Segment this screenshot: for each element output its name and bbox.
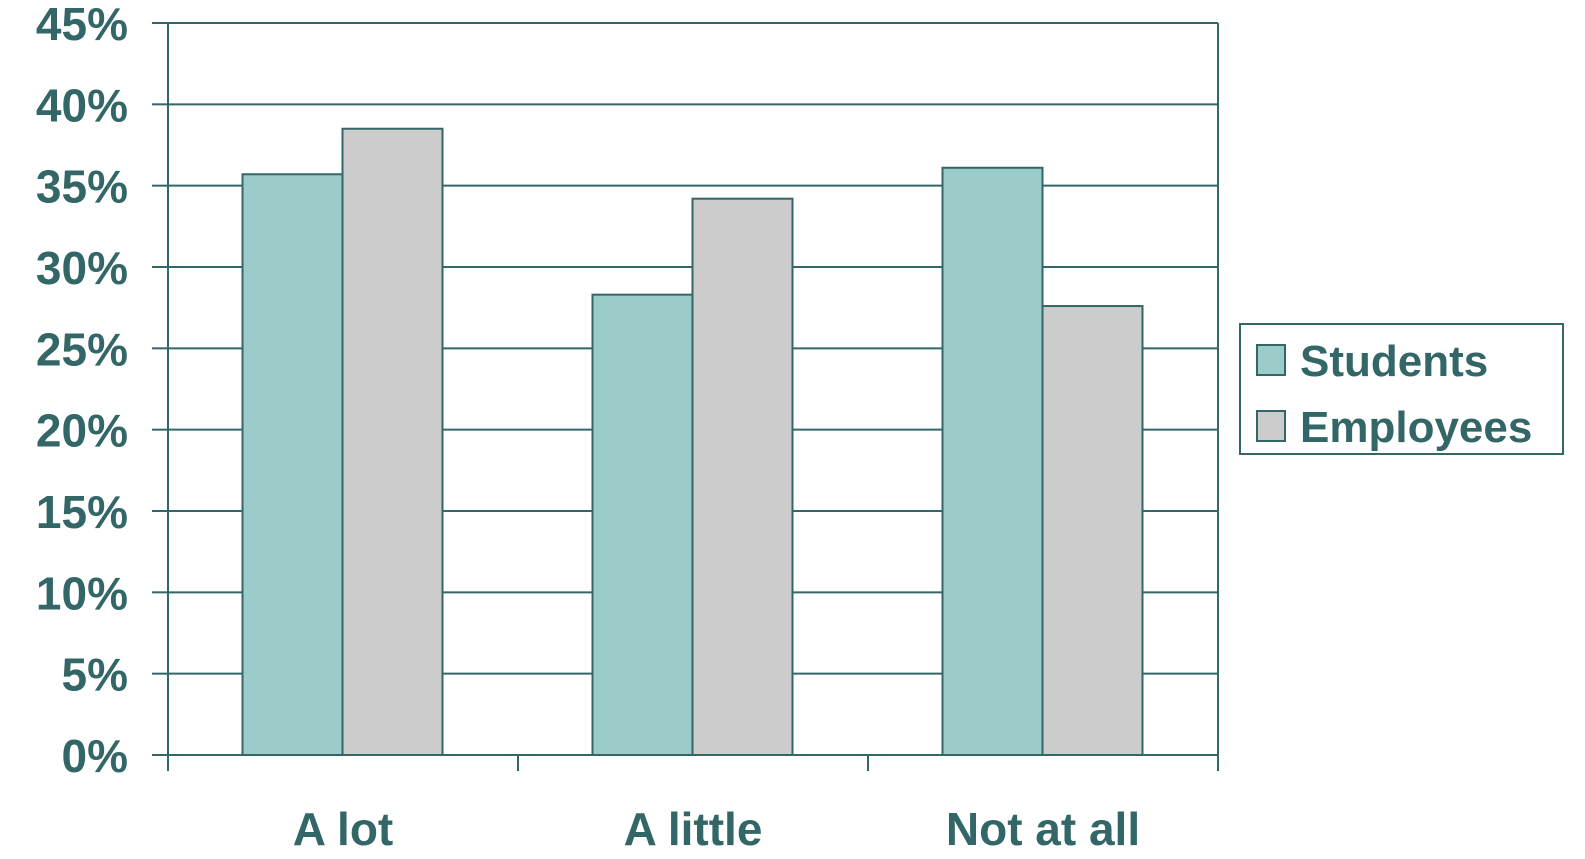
y-tick-label: 35% bbox=[36, 161, 128, 213]
y-tick-label: 30% bbox=[36, 242, 128, 294]
legend-label-students: Students bbox=[1300, 337, 1488, 386]
x-category-label: Not at all bbox=[946, 803, 1140, 855]
bar-employees-a-little bbox=[691, 197, 794, 756]
y-tick-label: 10% bbox=[36, 567, 128, 619]
legend-box bbox=[1239, 323, 1564, 455]
y-tick-label: 45% bbox=[36, 0, 128, 50]
bar-employees-a-lot bbox=[341, 127, 444, 756]
y-tick-label: 40% bbox=[36, 79, 128, 131]
legend-swatch-students bbox=[1256, 344, 1286, 376]
bar-students-not-at-all bbox=[941, 166, 1044, 757]
x-category-label: A little bbox=[624, 803, 763, 855]
bar-students-a-lot bbox=[241, 173, 344, 756]
x-category-label: A lot bbox=[293, 803, 394, 855]
x-category-labels: A lot A little Not at all bbox=[293, 803, 1140, 855]
y-tick-label: 0% bbox=[62, 730, 128, 782]
y-tick-label: 15% bbox=[36, 486, 128, 538]
legend-swatch-employees bbox=[1256, 410, 1286, 442]
bar-students-a-little bbox=[591, 293, 694, 756]
legend: Students Employees bbox=[1239, 323, 1564, 455]
y-tick-label: 5% bbox=[62, 649, 128, 701]
y-tick-label: 20% bbox=[36, 405, 128, 457]
y-tick-label: 25% bbox=[36, 323, 128, 375]
bars bbox=[241, 127, 1144, 757]
bar-employees-not-at-all bbox=[1041, 305, 1144, 756]
axes bbox=[152, 22, 1219, 771]
legend-label-employees: Employees bbox=[1300, 403, 1532, 452]
y-tick-labels: 0% 5% 10% 15% 20% 25% 30% 35% 40% 45% bbox=[36, 0, 128, 782]
